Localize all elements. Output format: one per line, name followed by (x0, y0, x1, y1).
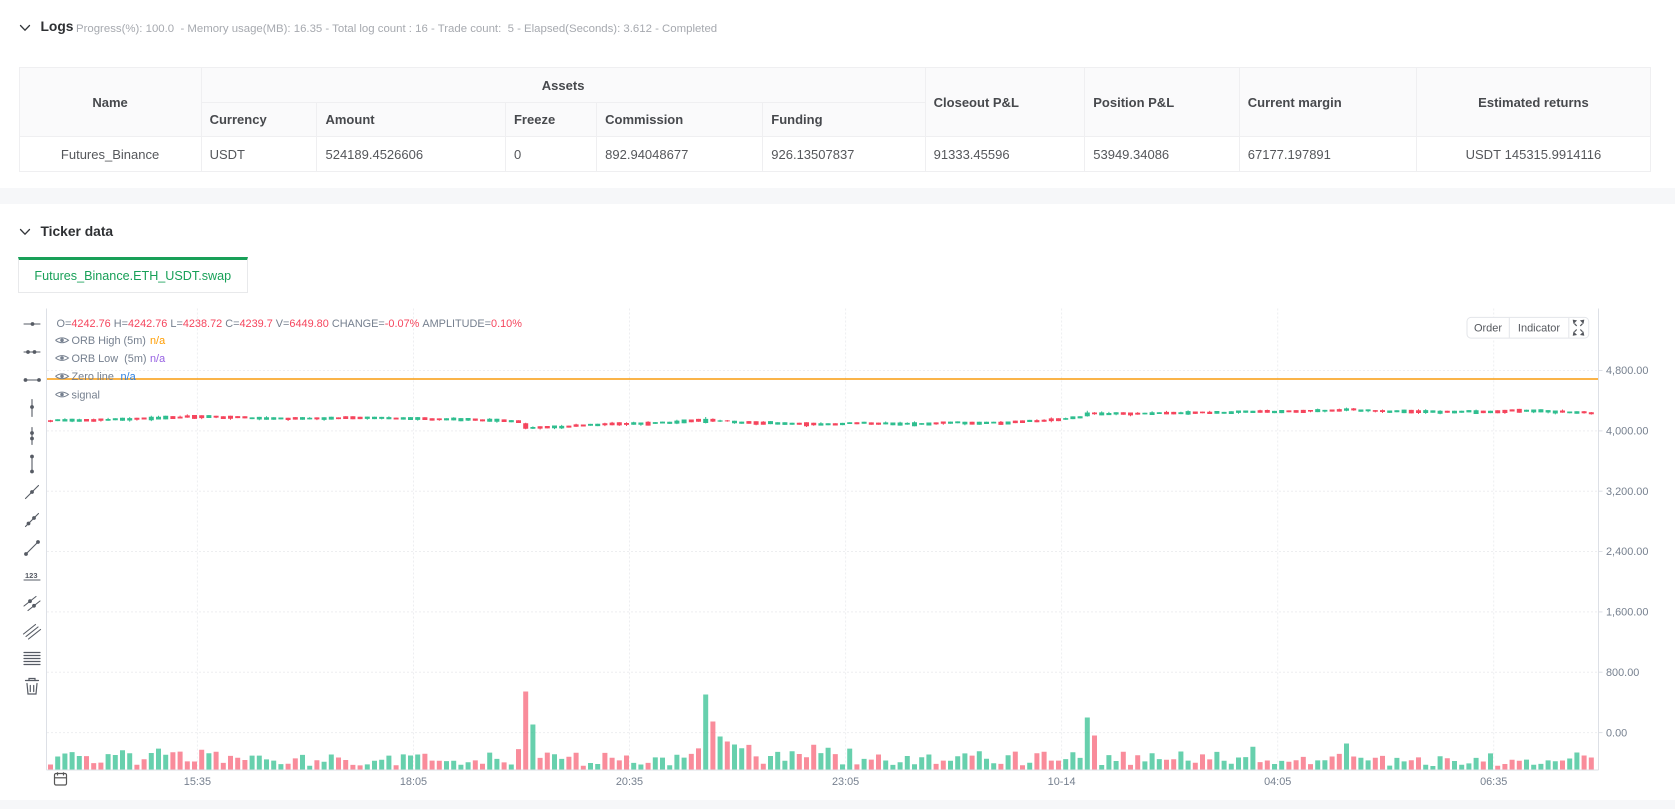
svg-text:4,000.00: 4,000.00 (1606, 426, 1648, 438)
svg-text:10-14: 10-14 (1048, 776, 1076, 788)
svg-text:1,600.00: 1,600.00 (1606, 607, 1648, 619)
svg-text:Indicator: Indicator (1518, 322, 1561, 334)
svg-text:O=4242.76 H=4242.76 L=4238.72: O=4242.76 H=4242.76 L=4238.72 C=4239.7 V… (57, 318, 523, 330)
svg-text:23:05: 23:05 (832, 776, 859, 788)
svg-text:2,400.00: 2,400.00 (1606, 546, 1648, 558)
svg-text:800.00: 800.00 (1606, 667, 1639, 679)
svg-text:signal: signal (72, 389, 100, 401)
svg-text:ORB High (5m): ORB High (5m) (72, 335, 146, 347)
svg-text:20:35: 20:35 (616, 776, 643, 788)
svg-text:123: 123 (25, 571, 38, 580)
svg-text:04:05: 04:05 (1264, 776, 1291, 788)
svg-text:3,200.00: 3,200.00 (1606, 486, 1648, 498)
svg-text:4,800.00: 4,800.00 (1606, 365, 1648, 377)
svg-text:ORB Low (5m): ORB Low (5m) (72, 353, 147, 365)
svg-text:06:35: 06:35 (1480, 776, 1507, 788)
svg-text:Order: Order (1474, 322, 1502, 334)
svg-text:Zero line: Zero line (72, 371, 114, 383)
svg-text:15:35: 15:35 (184, 776, 211, 788)
svg-text:n/a: n/a (150, 335, 166, 347)
svg-text:n/a: n/a (150, 353, 166, 365)
svg-text:0.00: 0.00 (1606, 727, 1627, 739)
svg-text:18:05: 18:05 (400, 776, 427, 788)
svg-text:n/a: n/a (121, 371, 137, 383)
